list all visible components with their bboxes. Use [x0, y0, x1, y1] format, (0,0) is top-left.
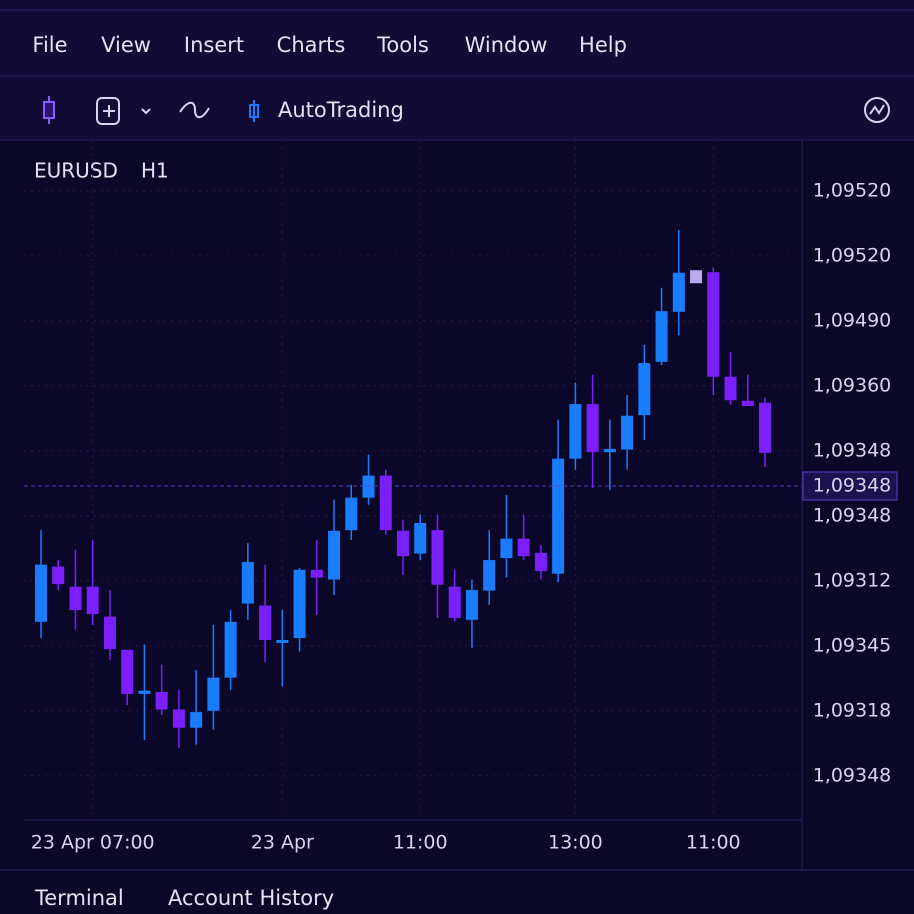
- chart-symbol: EURUSD: [34, 159, 118, 183]
- candle-body: [552, 458, 565, 574]
- signal-icon[interactable]: [864, 97, 890, 123]
- menu-item[interactable]: Window: [465, 33, 548, 57]
- candle-body: [638, 363, 651, 416]
- new-chart-icon[interactable]: [96, 97, 151, 125]
- x-tick-label: 11:00: [686, 832, 741, 854]
- candle-body: [276, 639, 289, 643]
- candle-body: [414, 523, 427, 554]
- candle-body: [362, 475, 375, 498]
- tab[interactable]: Terminal: [34, 886, 124, 910]
- candle-body: [35, 564, 47, 622]
- y-tick-label: 1,09318: [813, 699, 892, 721]
- indicator-icon[interactable]: [179, 101, 210, 119]
- y-tick-label: 1,09520: [813, 179, 892, 201]
- candle-body: [483, 560, 496, 591]
- y-tick-label: 1,09348: [813, 764, 892, 786]
- menu-item[interactable]: Tools: [376, 33, 429, 57]
- tab[interactable]: Account History: [168, 886, 334, 910]
- chart-timeframe: H1: [141, 159, 169, 183]
- candle-body: [241, 562, 254, 604]
- menu-item[interactable]: Charts: [277, 33, 346, 57]
- candle-body: [397, 530, 409, 557]
- x-tick-label: 13:00: [548, 832, 603, 854]
- current-price-box: [802, 471, 898, 501]
- candle-body: [672, 272, 685, 312]
- menu-item[interactable]: View: [101, 33, 151, 57]
- candle-icon[interactable]: [43, 96, 55, 124]
- x-tick-label: 23 Apr: [251, 832, 314, 854]
- candle-body: [500, 538, 513, 559]
- candle-body: [465, 589, 478, 620]
- y-tick-label: 1,09345: [813, 634, 892, 656]
- candle-body: [448, 586, 461, 618]
- icon-stroke: [249, 104, 259, 118]
- y-tick-label: 1,09348: [813, 504, 892, 526]
- icon-stroke: [869, 104, 885, 115]
- candle-body: [138, 690, 151, 694]
- y-tick-label: 1,09520: [813, 244, 892, 266]
- y-tick-label: 1,09348: [813, 439, 892, 461]
- menu-item[interactable]: Help: [579, 33, 627, 57]
- candle-body: [190, 712, 203, 728]
- candle-body: [86, 586, 99, 614]
- candle-body: [569, 404, 582, 459]
- candle-body: [172, 709, 185, 728]
- candle-body: [121, 649, 134, 694]
- candle-body: [759, 402, 771, 453]
- menu-bar: [0, 0, 914, 76]
- x-tick-label: 11:00: [393, 832, 448, 854]
- icon-stroke: [141, 108, 151, 115]
- current-price-label: 1,09348: [813, 474, 892, 496]
- candle-body: [707, 272, 720, 377]
- candle-body: [310, 569, 323, 578]
- candle-body: [431, 530, 444, 585]
- candle-body: [379, 475, 392, 531]
- candle-body: [293, 569, 306, 639]
- icon-stroke: [96, 97, 120, 125]
- candle-body: [328, 530, 341, 580]
- y-tick-label: 1,09312: [813, 569, 892, 591]
- candle-body: [155, 691, 168, 710]
- candle-body: [52, 566, 65, 585]
- autotrading-icon[interactable]: [249, 100, 259, 122]
- menu-item[interactable]: Insert: [184, 33, 244, 57]
- candle-body: [724, 376, 737, 401]
- candle-body: [586, 404, 599, 453]
- candle-body: [259, 605, 272, 640]
- candle-body: [103, 616, 116, 650]
- candle-body: [224, 621, 237, 678]
- candle-body: [345, 497, 358, 531]
- icon-stroke: [43, 101, 55, 119]
- candle-body: [69, 586, 82, 611]
- candle-body: [207, 677, 220, 711]
- candle-body: [517, 538, 530, 557]
- icon-stroke: [864, 97, 890, 123]
- x-tick-label: 23 Apr 07:00: [31, 832, 155, 854]
- y-tick-label: 1,09490: [813, 309, 892, 331]
- candle-body: [690, 270, 703, 284]
- candle-body: [741, 400, 754, 407]
- toolbar: [0, 77, 914, 140]
- candle-body: [534, 552, 547, 572]
- plot: 1,09520 1,09520 1,09490 1,09360 1,09348 1,093…: [24, 140, 898, 854]
- menu-item[interactable]: File: [32, 33, 67, 57]
- y-tick-label: 1,09360: [813, 374, 892, 396]
- candle-body: [655, 311, 668, 362]
- candle-body: [603, 448, 616, 453]
- candle-body: [621, 415, 634, 450]
- autotrading-button[interactable]: AutoTrading: [278, 98, 404, 122]
